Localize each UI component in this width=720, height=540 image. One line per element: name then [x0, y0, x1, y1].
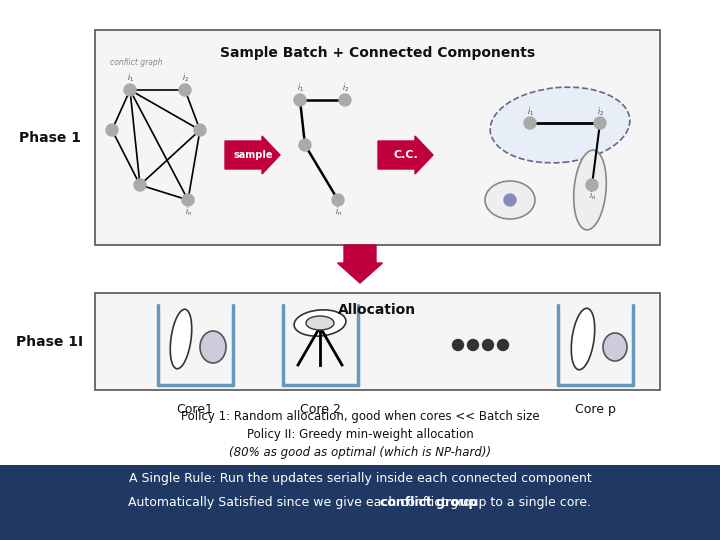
Text: Phase 1I: Phase 1I: [17, 334, 84, 348]
Circle shape: [498, 340, 508, 350]
Circle shape: [452, 340, 464, 350]
Circle shape: [179, 84, 191, 96]
Ellipse shape: [294, 310, 346, 336]
Circle shape: [106, 124, 118, 136]
Text: $i_2$: $i_2$: [597, 105, 604, 118]
Circle shape: [332, 194, 344, 206]
Ellipse shape: [485, 181, 535, 219]
Text: $i_1$: $i_1$: [127, 72, 134, 84]
Bar: [95, 293, 660, 390]
Text: Automatically Satisfied since we give each conflict group to a single core.: Automatically Satisfied since we give ea…: [128, 496, 592, 509]
Text: $i_2$: $i_2$: [182, 72, 189, 84]
Text: $i_1$: $i_1$: [297, 82, 304, 94]
Text: $i_n$: $i_n$: [335, 205, 342, 218]
Text: Policy 1: Random allocation, good when cores << Batch size: Policy 1: Random allocation, good when c…: [181, 410, 539, 423]
Circle shape: [294, 94, 306, 106]
Circle shape: [586, 179, 598, 191]
Text: Phase 1: Phase 1: [19, 131, 81, 145]
Text: Allocation: Allocation: [338, 303, 417, 317]
Circle shape: [299, 139, 311, 151]
Circle shape: [182, 194, 194, 206]
Text: conflict group: conflict group: [380, 496, 477, 509]
Ellipse shape: [200, 331, 226, 363]
Text: (80% as good as optimal (which is NP-hard)): (80% as good as optimal (which is NP-har…: [229, 446, 491, 459]
Text: Sample Batch + Connected Components: Sample Batch + Connected Components: [220, 46, 535, 60]
FancyArrow shape: [338, 245, 382, 283]
Circle shape: [339, 94, 351, 106]
Circle shape: [467, 340, 479, 350]
Text: $i_n$: $i_n$: [589, 190, 596, 202]
Text: Core p: Core p: [575, 403, 616, 416]
Text: sample: sample: [233, 150, 273, 160]
Text: C.C.: C.C.: [394, 150, 418, 160]
Ellipse shape: [571, 308, 595, 370]
Circle shape: [194, 124, 206, 136]
Text: conflict graph: conflict graph: [110, 58, 163, 67]
FancyArrow shape: [378, 136, 433, 174]
Circle shape: [594, 117, 606, 129]
Ellipse shape: [170, 309, 192, 369]
Circle shape: [482, 340, 493, 350]
Circle shape: [124, 84, 136, 96]
Ellipse shape: [306, 316, 334, 330]
Text: A Single Rule: Run the updates serially inside each connected component: A Single Rule: Run the updates serially …: [129, 472, 591, 485]
Text: $i_1$: $i_1$: [527, 105, 534, 118]
Bar: [95, 30, 660, 245]
Ellipse shape: [574, 150, 606, 230]
Circle shape: [134, 179, 146, 191]
Text: Core 2: Core 2: [300, 403, 341, 416]
Text: $i_n$: $i_n$: [185, 205, 192, 218]
Bar: [0, 465, 720, 540]
Text: $i_2$: $i_2$: [342, 82, 349, 94]
Text: Core1: Core1: [176, 403, 213, 416]
Circle shape: [504, 194, 516, 206]
Text: Policy II: Greedy min-weight allocation: Policy II: Greedy min-weight allocation: [247, 428, 473, 441]
Ellipse shape: [490, 87, 630, 163]
Ellipse shape: [603, 333, 627, 361]
FancyArrow shape: [225, 136, 280, 174]
Circle shape: [524, 117, 536, 129]
